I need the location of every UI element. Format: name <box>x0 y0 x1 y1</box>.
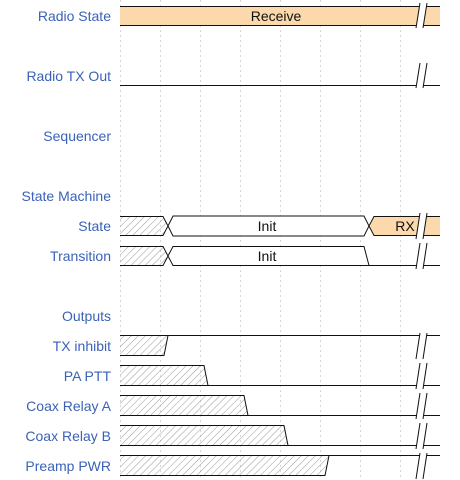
break-marker <box>415 392 428 420</box>
break-marker <box>415 332 428 360</box>
label-coax-relay-a: Coax Relay A <box>26 398 111 414</box>
label-preamp-pwr: Preamp PWR <box>25 458 111 474</box>
label-tx-inhibit: TX inhibit <box>52 338 111 354</box>
break-marker <box>415 242 428 270</box>
wave-radio-state-text: Receive <box>251 8 302 24</box>
wave-pa-ptt <box>120 362 440 390</box>
wave-state-rx-text: RX <box>395 218 415 234</box>
break-marker <box>415 2 428 29</box>
wave-preamp-pwr <box>120 452 440 480</box>
wave-state: Init RX <box>120 212 440 240</box>
wave-radio-tx-out <box>120 62 440 89</box>
wave-transition-init-text: Init <box>258 248 277 264</box>
wave-transition: Init <box>120 242 440 270</box>
label-state: State <box>78 218 111 234</box>
label-transition: Transition <box>50 248 111 264</box>
break-marker <box>415 62 428 89</box>
label-radio-tx-out: Radio TX Out <box>26 68 111 84</box>
wave-coax-relay-b <box>120 422 440 450</box>
break-marker <box>415 422 428 450</box>
wave-state-init-text: Init <box>258 218 277 234</box>
label-sequencer: Sequencer <box>43 128 111 144</box>
label-radio-state: Radio State <box>37 8 111 24</box>
break-marker <box>415 362 428 390</box>
label-outputs: Outputs <box>61 308 111 324</box>
label-pa-ptt: PA PTT <box>63 368 111 384</box>
wave-radio-state: Receive <box>120 2 440 29</box>
label-state-machine: State Machine <box>21 188 112 204</box>
break-marker <box>415 452 428 480</box>
wave-coax-relay-a <box>120 392 440 420</box>
label-coax-relay-b: Coax Relay B <box>25 428 111 444</box>
wave-tx-inhibit <box>120 332 440 360</box>
break-marker <box>415 212 428 240</box>
